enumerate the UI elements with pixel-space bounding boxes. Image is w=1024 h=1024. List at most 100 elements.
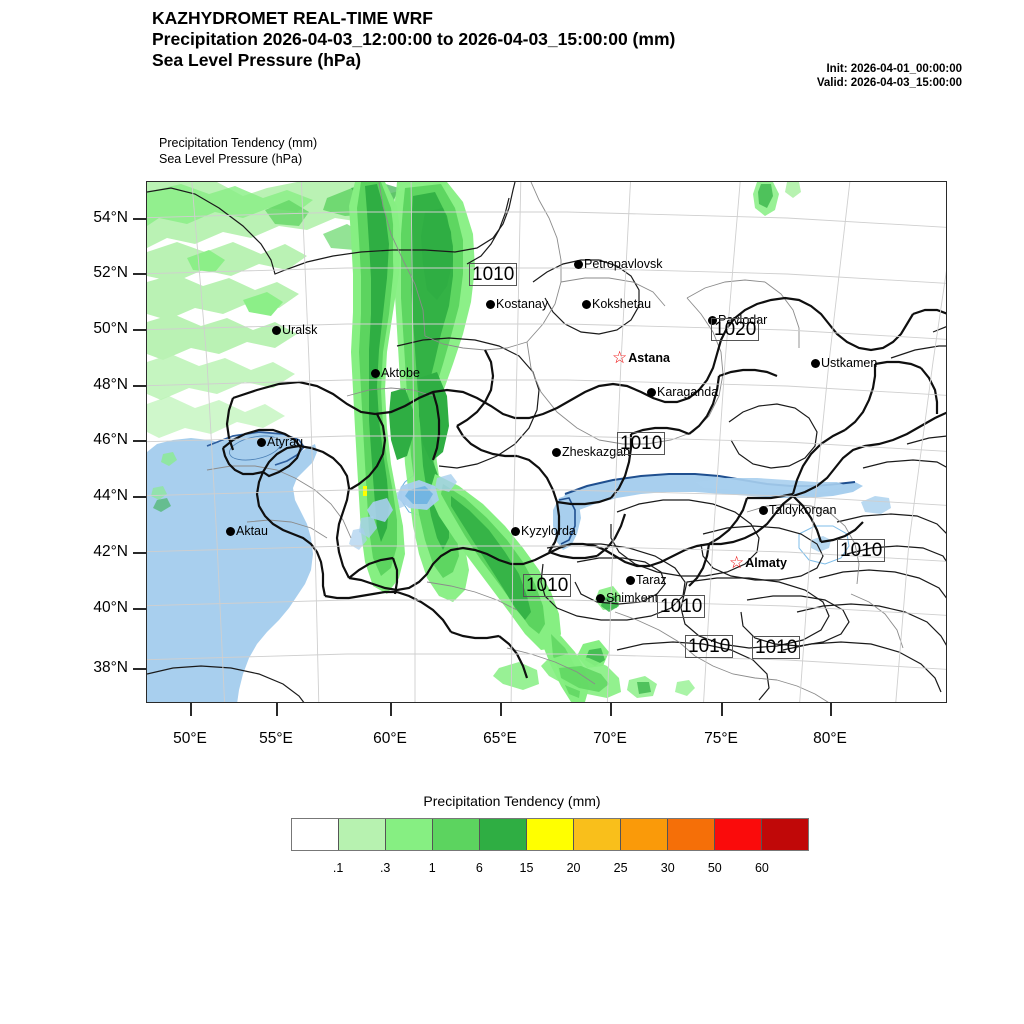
city-label: Karaganda bbox=[657, 385, 719, 399]
colorbar-tick-labels: .1 .3 1 6 15 20 25 30 50 60 bbox=[291, 861, 809, 881]
latitude-tick-mark bbox=[133, 496, 146, 498]
pressure-contour-label: 1010 bbox=[752, 636, 801, 659]
longitude-tick-mark bbox=[390, 703, 392, 716]
city-dot-icon bbox=[486, 299, 495, 309]
longitude-tick-label: 80°E bbox=[813, 730, 847, 747]
capital-marker: ☆ Astana bbox=[612, 348, 670, 368]
city-dot-icon bbox=[226, 526, 235, 536]
city-label: Aktobe bbox=[381, 366, 420, 380]
city-label: Atyrau bbox=[267, 435, 304, 449]
city-marker: Kyzylorda bbox=[511, 524, 576, 538]
longitude-tick-mark bbox=[721, 703, 723, 716]
colorbar-swatch bbox=[715, 819, 762, 850]
latitude-tick-mark bbox=[133, 440, 146, 442]
city-dot-icon bbox=[759, 505, 768, 515]
pressure-contour-label: 1010 bbox=[837, 539, 886, 562]
latitude-tick-label: 52°N bbox=[93, 264, 128, 281]
latitude-tick-label: 42°N bbox=[93, 543, 128, 560]
city-label: Zheskazgan bbox=[562, 445, 631, 459]
pressure-contour-label: 1020 bbox=[711, 318, 760, 341]
subcaption-precip: Precipitation Tendency (mm) bbox=[159, 136, 318, 150]
city-dot-icon bbox=[257, 437, 266, 447]
city-marker: Petropavlovsk bbox=[574, 257, 663, 271]
city-marker: Kostanay bbox=[486, 297, 548, 311]
latitude-tick-mark bbox=[133, 608, 146, 610]
longitude-tick-label: 75°E bbox=[704, 730, 738, 747]
latitude-tick-mark bbox=[133, 329, 146, 331]
pressure-contour-label: 1010 bbox=[617, 432, 666, 455]
city-marker: Atyrau bbox=[257, 435, 303, 449]
city-marker: Ustkamen bbox=[811, 356, 877, 370]
colorbar-tick-label: 30 bbox=[660, 861, 675, 875]
latitude-tick-label: 50°N bbox=[93, 320, 128, 337]
capital-label: Astana bbox=[628, 351, 670, 365]
colorbar-tick-label: 15 bbox=[519, 861, 534, 875]
city-dot-icon bbox=[552, 447, 561, 457]
latitude-tick-label: 38°N bbox=[93, 659, 128, 676]
latitude-tick-mark bbox=[133, 552, 146, 554]
map-canvas bbox=[147, 182, 946, 702]
latitude-tick-label: 40°N bbox=[93, 599, 128, 616]
city-dot-icon bbox=[371, 368, 380, 378]
init-valid-block: Init: 2026-04-01_00:00:00 Valid: 2026-04… bbox=[817, 62, 962, 90]
city-label: Uralsk bbox=[282, 323, 318, 337]
city-dot-icon bbox=[626, 575, 635, 585]
city-label: Shimkent bbox=[606, 591, 659, 605]
init-time: Init: 2026-04-01_00:00:00 bbox=[826, 63, 962, 75]
city-marker: Uralsk bbox=[272, 323, 317, 337]
latitude-tick-label: 44°N bbox=[93, 487, 128, 504]
title-line-2: Precipitation 2026-04-03_12:00:00 to 202… bbox=[152, 29, 676, 49]
longitude-tick-mark bbox=[830, 703, 832, 716]
latitude-tick-mark bbox=[133, 218, 146, 220]
colorbar-swatch bbox=[433, 819, 480, 850]
colorbar-swatch bbox=[339, 819, 386, 850]
longitude-tick-label: 65°E bbox=[483, 730, 517, 747]
colorbar-swatch bbox=[480, 819, 527, 850]
pressure-contour-label: 1010 bbox=[657, 595, 706, 618]
longitude-tick-label: 60°E bbox=[373, 730, 407, 747]
city-marker: Pavlodar bbox=[708, 313, 767, 327]
city-label: Taldykorgan bbox=[769, 503, 837, 517]
city-dot-icon bbox=[708, 315, 717, 325]
longitude-tick-mark bbox=[610, 703, 612, 716]
chart-header: KAZHYDROMET REAL-TIME WRF Precipitation … bbox=[152, 8, 852, 71]
city-label: Pavlodar bbox=[718, 313, 768, 327]
colorbar-swatch bbox=[292, 819, 339, 850]
city-marker: Taraz bbox=[626, 573, 667, 587]
city-label: Kyzylorda bbox=[521, 524, 576, 538]
colorbar-tick-label: .3 bbox=[379, 861, 391, 875]
colorbar-title: Precipitation Tendency (mm) bbox=[423, 793, 601, 809]
city-dot-icon bbox=[511, 526, 520, 536]
pressure-contours bbox=[147, 182, 946, 702]
city-label: Taraz bbox=[636, 573, 667, 587]
city-dot-icon bbox=[574, 259, 583, 269]
capital-star-icon: ☆ bbox=[612, 348, 628, 367]
longitude-tick-label: 50°E bbox=[173, 730, 207, 747]
valid-time: Valid: 2026-04-03_15:00:00 bbox=[816, 77, 962, 89]
longitude-tick-mark bbox=[190, 703, 192, 716]
latitude-tick-mark bbox=[133, 668, 146, 670]
longitude-tick-label: 55°E bbox=[259, 730, 293, 747]
latitude-tick-mark bbox=[133, 273, 146, 275]
city-marker: Kokshetau bbox=[582, 297, 651, 311]
city-label: Kokshetau bbox=[592, 297, 652, 311]
city-label: Ustkamen bbox=[821, 356, 878, 370]
pressure-contour-label: 1010 bbox=[523, 574, 572, 597]
map-container: Uralsk Aktobe Atyrau Aktau Kostanay Petropavl… bbox=[146, 181, 947, 703]
city-marker: Aktau bbox=[226, 524, 268, 538]
city-marker: Karaganda bbox=[647, 385, 718, 399]
city-dot-icon bbox=[596, 593, 605, 603]
colorbar bbox=[291, 818, 809, 851]
city-marker: Taldykorgan bbox=[759, 503, 836, 517]
longitude-tick-mark bbox=[500, 703, 502, 716]
colorbar-tick-label: 60 bbox=[754, 861, 769, 875]
city-label: Petropavlovsk bbox=[584, 257, 663, 271]
colorbar-tick-label: 1 bbox=[428, 861, 436, 875]
subcaption-pressure: Sea Level Pressure (hPa) bbox=[159, 151, 303, 166]
city-label: Kostanay bbox=[496, 297, 549, 311]
city-marker: Shimkent bbox=[596, 591, 658, 605]
colorbar-swatch bbox=[386, 819, 433, 850]
latitude-tick-label: 48°N bbox=[93, 376, 128, 393]
latitude-tick-mark bbox=[133, 385, 146, 387]
city-marker: Aktobe bbox=[371, 366, 420, 380]
